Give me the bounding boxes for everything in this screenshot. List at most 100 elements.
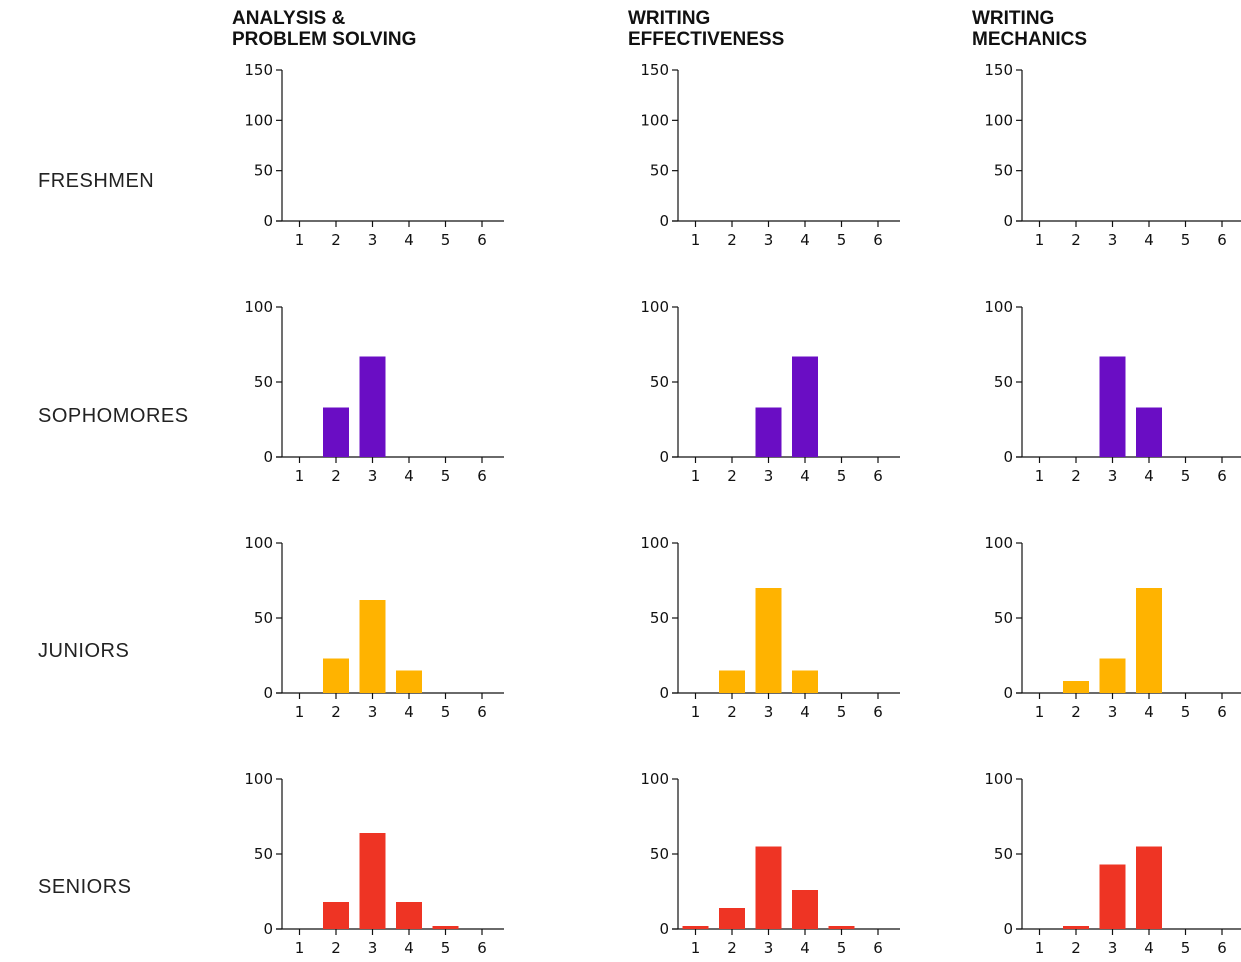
- y-tick-label: 0: [1003, 212, 1013, 230]
- bar-2: [323, 658, 349, 693]
- x-tick-label-2: 2: [1071, 231, 1081, 249]
- y-tick-label: 100: [984, 770, 1013, 788]
- chart-juniors-writing-effectiveness: 0 50 100 1 2 3 4 5 6: [640, 534, 900, 721]
- x-tick-label-4: 4: [800, 703, 810, 721]
- x-tick-label-4: 4: [404, 939, 414, 957]
- chart-seniors-analysis: 0 50 100 1 2 3 4 5 6: [244, 770, 504, 957]
- column-header-analysis: ANALYSIS & PROBLEM SOLVING: [232, 8, 417, 50]
- column-header-writing-mechanics: WRITING MECHANICS: [972, 8, 1088, 50]
- y-tick-label: 50: [994, 373, 1013, 391]
- x-tick-label-2: 2: [1071, 703, 1081, 721]
- row-label-juniors: JUNIORS: [38, 640, 130, 662]
- bar-2: [1063, 681, 1089, 693]
- x-tick-label-2: 2: [331, 231, 341, 249]
- y-tick-label: 50: [650, 162, 669, 180]
- x-tick-label-4: 4: [800, 231, 810, 249]
- bar-2: [323, 902, 349, 929]
- y-tick-label: 50: [994, 162, 1013, 180]
- x-tick-label-5: 5: [837, 231, 847, 249]
- bar-5: [432, 926, 459, 929]
- x-tick-label-6: 6: [873, 467, 883, 485]
- x-tick-label-4: 4: [800, 939, 810, 957]
- y-tick-label: 100: [984, 534, 1013, 552]
- x-tick-label-1: 1: [1035, 703, 1045, 721]
- x-tick-label-3: 3: [1108, 939, 1118, 957]
- column-header-writing-effectiveness: WRITING EFFECTIVENESS: [628, 8, 785, 50]
- x-tick-label-5: 5: [837, 467, 847, 485]
- y-tick-label: 50: [994, 609, 1013, 627]
- bar-3: [755, 407, 782, 457]
- bar-2: [323, 407, 349, 457]
- y-tick-label: 0: [263, 212, 273, 230]
- y-tick-label: 0: [659, 448, 669, 466]
- y-tick-label: 0: [1003, 448, 1013, 466]
- bar-2: [719, 670, 745, 693]
- bar-3: [755, 588, 782, 693]
- chart-seniors-writing-effectiveness: 0 50 100 1 2 3 4 5 6: [640, 770, 900, 957]
- chart-juniors-analysis: 0 50 100 1 2 3 4 5 6: [244, 534, 504, 721]
- x-tick-label-2: 2: [727, 467, 737, 485]
- x-tick-label-6: 6: [873, 703, 883, 721]
- x-tick-label-5: 5: [441, 939, 451, 957]
- y-tick-label: 0: [659, 920, 669, 938]
- chart-freshmen-writing-effectiveness: 0 50 100 150 1 2 3 4 5 6: [640, 61, 900, 249]
- x-tick-label-6: 6: [1217, 703, 1227, 721]
- y-tick-label: 100: [984, 111, 1013, 129]
- bar-3: [359, 833, 386, 929]
- x-tick-label-2: 2: [1071, 939, 1081, 957]
- x-tick-label-3: 3: [1108, 703, 1118, 721]
- y-tick-label: 100: [244, 770, 273, 788]
- row-label-freshmen: FRESHMEN: [38, 170, 155, 192]
- bar-4: [1136, 588, 1162, 693]
- x-tick-label-1: 1: [295, 703, 305, 721]
- y-tick-label: 100: [244, 111, 273, 129]
- x-tick-label-6: 6: [477, 467, 487, 485]
- bar-2: [719, 908, 745, 929]
- y-tick-label: 100: [244, 298, 273, 316]
- x-tick-label-3: 3: [368, 703, 378, 721]
- chart-sophomores-analysis: 0 50 100 1 2 3 4 5 6: [244, 298, 504, 485]
- x-tick-label-3: 3: [368, 231, 378, 249]
- bar-3: [755, 846, 782, 929]
- y-tick-label: 100: [640, 298, 669, 316]
- x-tick-label-5: 5: [1181, 703, 1191, 721]
- x-tick-label-3: 3: [368, 467, 378, 485]
- x-tick-label-3: 3: [764, 703, 774, 721]
- x-tick-label-4: 4: [1144, 939, 1154, 957]
- bar-3: [1099, 864, 1126, 929]
- x-tick-label-6: 6: [477, 939, 487, 957]
- y-tick-label: 0: [1003, 684, 1013, 702]
- y-tick-label: 100: [640, 770, 669, 788]
- x-tick-label-1: 1: [1035, 467, 1045, 485]
- bar-3: [359, 600, 386, 693]
- x-tick-label-3: 3: [368, 939, 378, 957]
- x-tick-label-1: 1: [691, 939, 701, 957]
- y-tick-label: 100: [244, 534, 273, 552]
- y-tick-label: 100: [640, 111, 669, 129]
- x-tick-label-2: 2: [331, 467, 341, 485]
- x-tick-label-4: 4: [800, 467, 810, 485]
- chart-sophomores-writing-mechanics: 0 50 100 1 2 3 4 5 6: [984, 298, 1241, 485]
- y-tick-label: 100: [640, 534, 669, 552]
- chart-freshmen-writing-mechanics: 0 50 100 150 1 2 3 4 5 6: [984, 61, 1241, 249]
- x-tick-label-1: 1: [295, 467, 305, 485]
- x-tick-label-6: 6: [477, 703, 487, 721]
- y-tick-label: 0: [659, 684, 669, 702]
- y-tick-label: 50: [650, 609, 669, 627]
- bar-4: [792, 356, 818, 457]
- bar-2: [1063, 926, 1089, 929]
- x-tick-label-1: 1: [691, 231, 701, 249]
- x-tick-label-1: 1: [295, 231, 305, 249]
- chart-juniors-writing-mechanics: 0 50 100 1 2 3 4 5 6: [984, 534, 1241, 721]
- x-tick-label-6: 6: [1217, 231, 1227, 249]
- bar-3: [1099, 658, 1126, 693]
- bar-4: [1136, 407, 1162, 457]
- y-tick-label: 0: [1003, 920, 1013, 938]
- x-tick-label-1: 1: [295, 939, 305, 957]
- y-tick-label: 0: [263, 920, 273, 938]
- chart-freshmen-analysis: 0 50 100 150 1 2 3 4 5 6: [244, 61, 504, 249]
- x-tick-label-2: 2: [331, 703, 341, 721]
- x-tick-label-2: 2: [1071, 467, 1081, 485]
- row-label-sophomores: SOPHOMORES: [38, 405, 189, 427]
